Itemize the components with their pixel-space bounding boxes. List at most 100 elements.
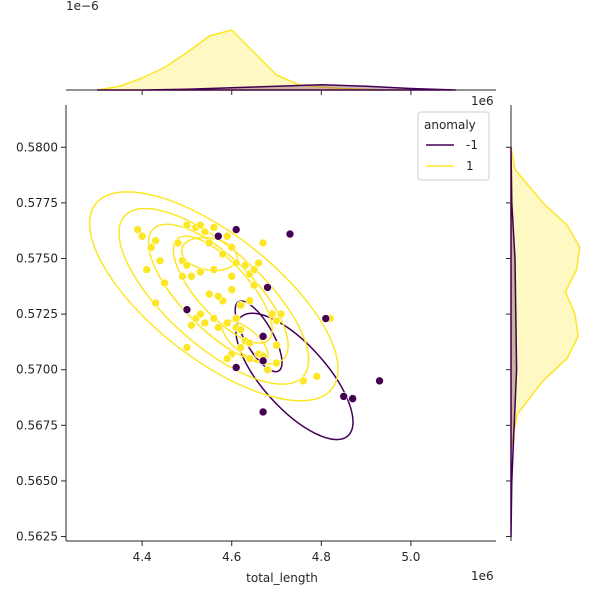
y-tick-label: 0.5625 <box>16 530 58 544</box>
data-point <box>231 314 241 323</box>
data-point <box>245 354 254 363</box>
data-point <box>213 292 223 301</box>
data-point <box>133 225 142 234</box>
data-point <box>258 356 268 366</box>
data-point <box>249 280 259 290</box>
y-tick-label: 0.5650 <box>16 474 58 488</box>
kde-contour-pos1-0 <box>88 191 339 402</box>
data-point <box>222 318 232 328</box>
data-point <box>258 332 268 341</box>
data-point <box>227 243 237 252</box>
x-tick-label: 4.6 <box>222 550 241 564</box>
data-point <box>222 354 232 363</box>
series-pos1 <box>133 220 335 386</box>
data-point <box>231 225 241 234</box>
x-offset-text: 1e6 <box>471 569 494 583</box>
data-point <box>209 265 219 274</box>
data-point <box>182 260 192 270</box>
data-point <box>151 236 160 245</box>
legend-title: anomaly <box>424 118 476 132</box>
data-point <box>178 271 187 281</box>
data-point <box>205 238 214 248</box>
legend-frame <box>417 111 490 181</box>
data-point <box>299 376 308 386</box>
data-point <box>240 260 250 270</box>
data-point <box>285 229 295 239</box>
x-tick-label: 4.8 <box>312 550 331 564</box>
x-axis-label: total_length <box>246 571 318 585</box>
data-point <box>231 363 241 372</box>
data-point <box>200 318 210 328</box>
data-point <box>137 231 147 241</box>
y-tick-label: 0.5675 <box>16 418 58 432</box>
data-point <box>236 300 245 310</box>
y-tick-label: 0.5800 <box>16 140 58 154</box>
data-point <box>339 392 349 401</box>
data-point <box>263 283 272 292</box>
data-point <box>227 271 237 281</box>
main-plot: 4.4 4.6 4.8 5.0 0.5625 0.5650 0.5675 0.5700 0.57… <box>16 105 496 564</box>
right-marginal-kde-neg1 <box>510 146 518 538</box>
data-point <box>187 271 196 281</box>
series-neg1 <box>182 225 384 417</box>
data-point <box>245 296 254 306</box>
top-marginal-offset-text: 1e−6 <box>66 0 99 13</box>
data-point <box>312 372 322 381</box>
y-tick-label: 0.5775 <box>16 196 58 210</box>
data-point <box>173 238 183 248</box>
data-point <box>276 309 286 319</box>
data-point <box>254 258 263 268</box>
data-point <box>209 314 219 323</box>
data-point <box>272 340 281 350</box>
legend: anomaly -1 1 <box>417 111 490 181</box>
kde-contours <box>88 191 354 441</box>
kde-contour-pos1-1 <box>118 207 310 385</box>
top-marginal-density: 1e−6 <box>66 0 496 95</box>
data-point <box>196 220 205 230</box>
data-point <box>213 231 223 241</box>
top-marginal-kde-pos1 <box>96 29 412 91</box>
data-point <box>196 309 205 319</box>
data-point <box>272 316 281 326</box>
data-point <box>151 298 160 308</box>
data-point <box>187 320 196 330</box>
data-point <box>263 365 272 375</box>
data-point <box>236 325 245 334</box>
data-point <box>209 223 219 232</box>
data-point <box>245 338 254 348</box>
y-tick-label: 0.5700 <box>16 363 58 377</box>
y-offset-text: 1e6 <box>471 94 494 108</box>
right-marginal-density <box>506 105 581 541</box>
data-point <box>227 285 237 294</box>
x-tick-label: 5.0 <box>401 550 420 564</box>
data-point <box>375 376 384 386</box>
data-point <box>182 220 192 230</box>
data-point <box>231 258 241 268</box>
data-point <box>160 278 169 288</box>
data-point <box>321 314 331 323</box>
right-marginal-kde-pos1 <box>510 146 581 449</box>
data-point <box>146 243 156 252</box>
data-point <box>218 249 228 259</box>
data-point <box>267 309 277 319</box>
data-point <box>155 256 165 266</box>
data-point <box>205 289 214 299</box>
data-point <box>182 305 192 314</box>
data-point <box>196 267 205 277</box>
data-point <box>142 265 151 274</box>
data-point <box>272 358 281 368</box>
data-point <box>182 343 192 352</box>
data-point <box>200 227 210 237</box>
data-point <box>213 323 223 332</box>
top-marginal-kde-neg1 <box>96 84 457 91</box>
data-point <box>348 394 357 403</box>
y-tick-label: 0.5725 <box>16 307 58 321</box>
x-tick-label: 4.4 <box>133 550 152 564</box>
data-point <box>258 238 268 248</box>
data-point <box>236 343 245 352</box>
data-point <box>258 407 268 417</box>
kde-contour-neg1-outer <box>235 312 354 441</box>
y-tick-label: 0.5750 <box>16 251 58 265</box>
data-point <box>222 231 232 241</box>
